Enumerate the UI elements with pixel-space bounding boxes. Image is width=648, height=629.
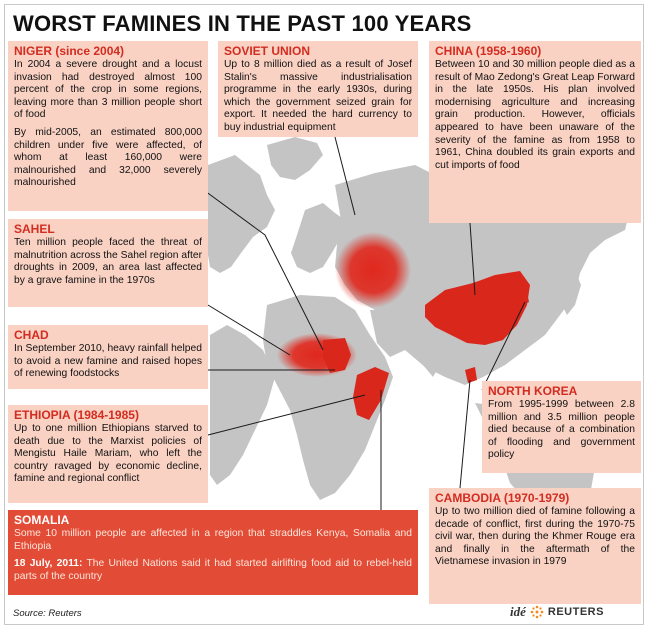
somalia-date: 18 July, 2011: — [14, 558, 83, 570]
arabia-landmass — [370, 310, 410, 357]
niger-text-2: By mid-2005, an estimated 800,000 childr… — [14, 126, 202, 189]
cambodia-highlight — [465, 367, 477, 383]
soviet-union-heading: SOVIET UNION — [224, 44, 311, 58]
ethiopia-box: ETHIOPIA (1984-1985) Up to one million E… — [8, 405, 208, 503]
page-title: WORST FAMINES IN THE PAST 100 YEARS — [13, 11, 472, 36]
sahel-text: Ten million people faced the threat of m… — [14, 237, 202, 286]
horn-of-africa-highlight — [353, 367, 389, 420]
infographic-frame: WORST FAMINES IN THE PAST 100 YEARS NIGE… — [4, 4, 644, 625]
soviet-union-box: SOVIET UNION Up to 8 million died as a r… — [218, 41, 418, 137]
reuters-logo-icon — [530, 605, 544, 619]
india-landmass — [415, 317, 453, 377]
somalia-box: SOMALIA Some 10 million people are affec… — [8, 510, 418, 595]
japan-landmass — [561, 270, 581, 315]
cambodia-box: CAMBODIA (1970-1979) Up to two million d… — [429, 488, 641, 604]
china-text: Between 10 and 30 million people died as… — [435, 59, 635, 171]
reuters-logo-text: REUTERS — [547, 606, 604, 618]
north-korea-heading: NORTH KOREA — [488, 384, 578, 398]
ethiopia-leader-line — [207, 394, 366, 436]
china-leader-line — [469, 222, 476, 296]
china-heading: CHINA (1958-1960) — [435, 44, 542, 58]
sahel-heading: SAHEL — [14, 222, 55, 236]
ethiopia-text: Up to one million Ethiopians starved to … — [14, 423, 202, 485]
north-korea-box: NORTH KOREA From 1995-1999 between 2.8 m… — [482, 381, 641, 473]
credit-logo: idé REUTERS — [510, 604, 604, 620]
chad-highlight — [323, 338, 351, 373]
somalia-text-1: Some 10 million people are affected in a… — [14, 528, 412, 552]
europe-landmass — [291, 203, 345, 273]
sahel-box: SAHEL Ten million people faced the threa… — [8, 219, 208, 307]
china-box: CHINA (1958-1960) Between 10 and 30 mill… — [429, 41, 641, 223]
niger-text-1: In 2004 a severe drought and a locust in… — [14, 59, 202, 121]
sahel-leader-line — [207, 304, 291, 356]
source-note: Source: Reuters — [13, 608, 82, 619]
north-korea-highlight — [520, 292, 529, 305]
niger-leader-line — [189, 179, 324, 351]
south-america-landmass — [210, 325, 275, 485]
niger-heading: NIGER (since 2004) — [14, 44, 125, 58]
north-korea-text: From 1995-1999 between 2.8 million and 3… — [488, 399, 635, 461]
chad-box: CHAD In September 2010, heavy rainfall h… — [8, 325, 208, 389]
somalia-text-2: 18 July, 2011: The United Nations said i… — [14, 558, 412, 583]
north-korea-leader-line — [481, 301, 526, 391]
ethiopia-heading: ETHIOPIA (1984-1985) — [14, 408, 139, 422]
cambodia-leader-line — [459, 379, 471, 489]
chad-heading: CHAD — [14, 328, 49, 342]
somalia-update: The United Nations said it had started a… — [14, 558, 412, 582]
ide-logo-text: idé — [510, 604, 526, 619]
somalia-heading: SOMALIA — [14, 513, 70, 527]
cambodia-text: Up to two million died of famine followi… — [435, 506, 635, 568]
niger-box: NIGER (since 2004) In 2004 a severe drou… — [8, 41, 208, 211]
greenland-landmass — [267, 137, 323, 180]
cambodia-heading: CAMBODIA (1970-1979) — [435, 491, 570, 505]
soviet-leader-line — [334, 136, 356, 216]
soviet-union-highlight — [335, 232, 411, 308]
chad-text: In September 2010, heavy rainfall helped… — [14, 343, 202, 380]
soviet-union-text: Up to 8 million died as a result of Jose… — [224, 59, 412, 133]
north-america-landmass — [208, 155, 275, 273]
china-highlight — [425, 271, 530, 345]
